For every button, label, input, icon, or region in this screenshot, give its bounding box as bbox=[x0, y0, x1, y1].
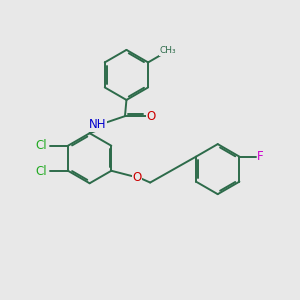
Text: Cl: Cl bbox=[36, 139, 47, 152]
Text: O: O bbox=[133, 171, 142, 184]
Text: Cl: Cl bbox=[36, 165, 47, 178]
Text: F: F bbox=[257, 150, 264, 163]
Text: NH: NH bbox=[89, 118, 106, 131]
Text: CH₃: CH₃ bbox=[160, 46, 176, 55]
Text: O: O bbox=[147, 110, 156, 123]
